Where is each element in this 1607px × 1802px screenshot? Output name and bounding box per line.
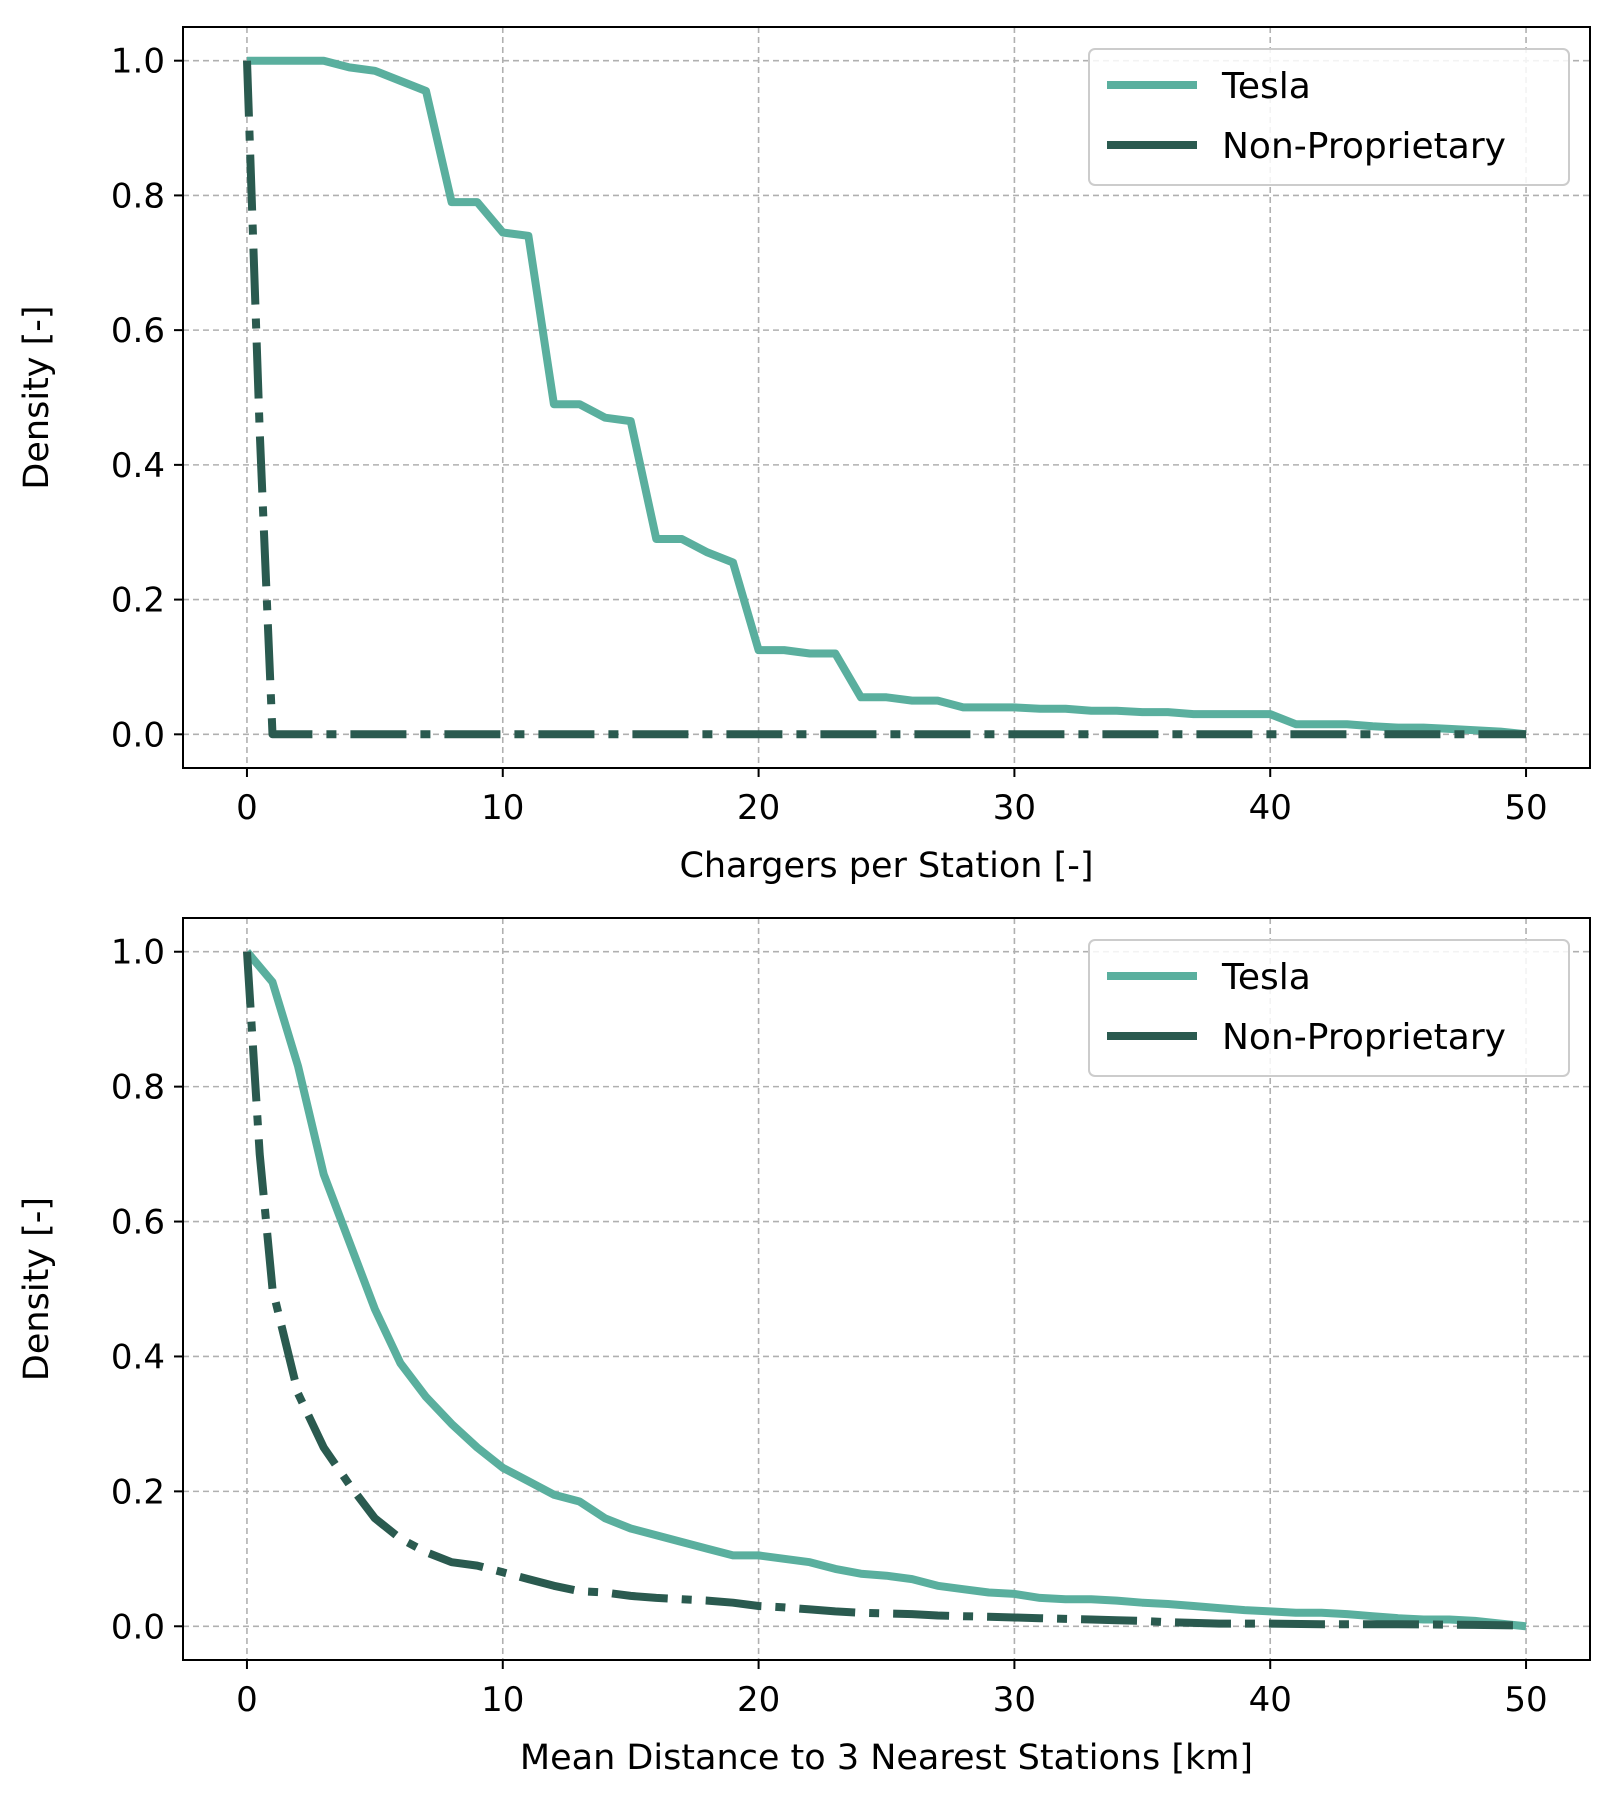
- chart-chargers-per-station: 0 10 20 30 40 50 0.0 0.2 0.4 0.6 0.8 1.0 Chargers pe…: [17, 26, 1591, 886]
- x-tick-label: 40: [1249, 1680, 1292, 1720]
- y-tick-label: 0.0: [111, 715, 165, 755]
- x-tick-label: 30: [993, 788, 1036, 828]
- plot-frame: [182, 26, 1591, 769]
- legend-box: [1088, 939, 1570, 1077]
- y-tick-label: 0.8: [111, 1068, 165, 1108]
- legend-box: [1088, 48, 1570, 186]
- legend: Tesla Non-Proprietary: [1088, 939, 1570, 1077]
- legend-label-non-proprietary: Non-Proprietary: [1222, 126, 1506, 167]
- x-tick-label: 50: [1504, 1680, 1547, 1720]
- y-tick-label: 0.0: [111, 1607, 165, 1647]
- x-axis-label: Mean Distance to 3 Nearest Stations [km]: [520, 1738, 1253, 1778]
- legend-label-tesla: Tesla: [1221, 66, 1311, 107]
- x-tick-label: 50: [1504, 788, 1547, 828]
- y-tick-label: 0.6: [111, 311, 165, 351]
- series-line-tesla: [247, 56, 1527, 739]
- series-line-tesla: [243, 949, 1527, 1631]
- y-tick-label: 0.2: [111, 1472, 165, 1512]
- series-line-non-proprietary: [243, 951, 1527, 1630]
- x-tick-label: 10: [481, 1680, 524, 1720]
- y-tick-label: 0.2: [111, 581, 165, 621]
- legend-label-non-proprietary: Non-Proprietary: [1222, 1017, 1506, 1058]
- y-tick-label: 1.0: [111, 933, 165, 973]
- x-tick-label: 0: [236, 788, 258, 828]
- y-tick-label: 0.4: [111, 446, 165, 486]
- x-tick-label: 20: [737, 1680, 780, 1720]
- y-axis-label: Density [-]: [17, 1197, 57, 1381]
- x-tick-label: 30: [993, 1680, 1036, 1720]
- y-tick-label: 0.6: [111, 1203, 165, 1243]
- x-tick-label: 40: [1249, 788, 1292, 828]
- legend: Tesla Non-Proprietary: [1088, 48, 1570, 186]
- y-axis-label: Density [-]: [17, 305, 57, 489]
- x-tick-label: 0: [236, 1680, 258, 1720]
- chart-mean-distance: 0 10 20 30 40 50 0.0 0.2 0.4 0.6 0.8 1.0 Mean Distan…: [17, 917, 1591, 1778]
- legend-label-tesla: Tesla: [1221, 957, 1311, 998]
- x-tick-label: 10: [481, 788, 524, 828]
- x-axis-label: Chargers per Station [-]: [679, 846, 1093, 886]
- x-tick-label: 20: [737, 788, 780, 828]
- series-line-non-proprietary: [243, 60, 1526, 739]
- plot-frame: [182, 917, 1591, 1661]
- y-tick-label: 0.4: [111, 1337, 165, 1377]
- y-tick-label: 1.0: [111, 42, 165, 82]
- y-tick-label: 0.8: [111, 176, 165, 216]
